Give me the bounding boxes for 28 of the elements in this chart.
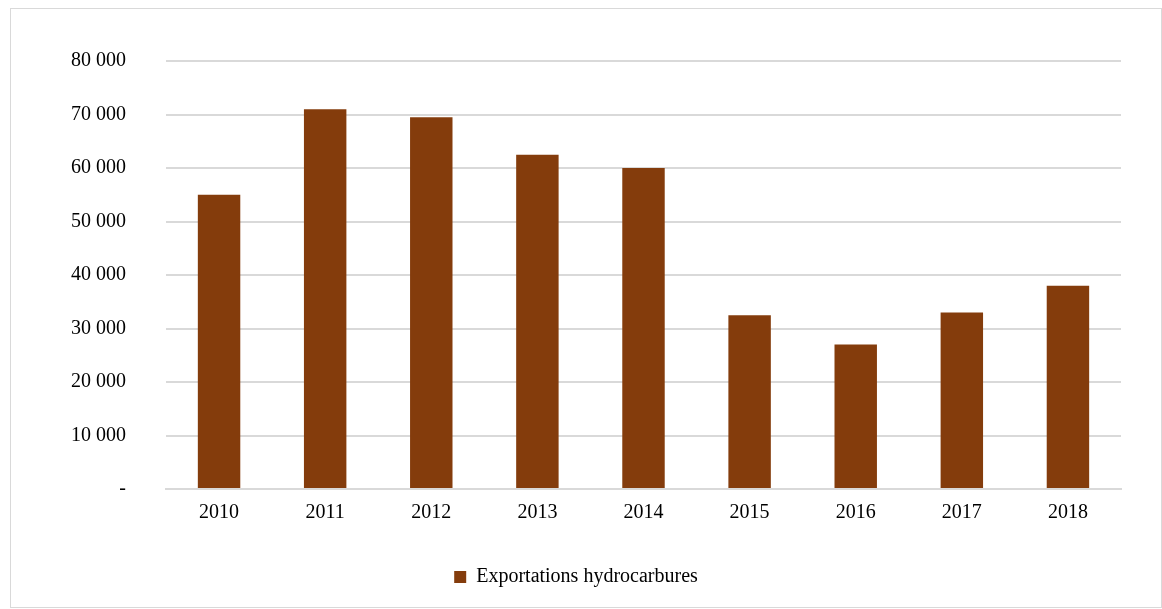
x-tick-label: 2012 [411, 500, 452, 523]
x-tick-label: 2011 [305, 500, 345, 523]
x-tick-label: 2014 [623, 500, 664, 523]
y-tick-label: 80 000 [71, 48, 126, 71]
y-tick-label: - [119, 476, 126, 499]
x-tick-label: 2013 [517, 500, 558, 523]
y-tick-label: 20 000 [71, 369, 126, 392]
bar [197, 194, 241, 488]
bar [622, 168, 665, 488]
bar [940, 312, 984, 488]
bar [1046, 285, 1090, 488]
x-tick-label: 2016 [835, 500, 876, 523]
y-tick-label: 60 000 [71, 155, 126, 178]
bar [410, 117, 453, 488]
y-tick-label: 50 000 [71, 208, 126, 231]
y-tick-label: 10 000 [71, 422, 126, 445]
x-tick-label: 2015 [729, 500, 770, 523]
y-tick-label: 40 000 [71, 262, 126, 285]
x-tick-label: 2010 [199, 500, 240, 523]
legend-label: Exportations hydrocarbures [476, 564, 699, 588]
y-tick-label: 30 000 [71, 315, 126, 338]
y-tick-label: 70 000 [71, 101, 126, 124]
x-tick-label: 2017 [941, 500, 982, 523]
bar [303, 109, 347, 488]
bar [834, 344, 877, 488]
x-tick-label: 2018 [1047, 500, 1088, 523]
bar [516, 154, 559, 488]
bar [728, 315, 771, 488]
